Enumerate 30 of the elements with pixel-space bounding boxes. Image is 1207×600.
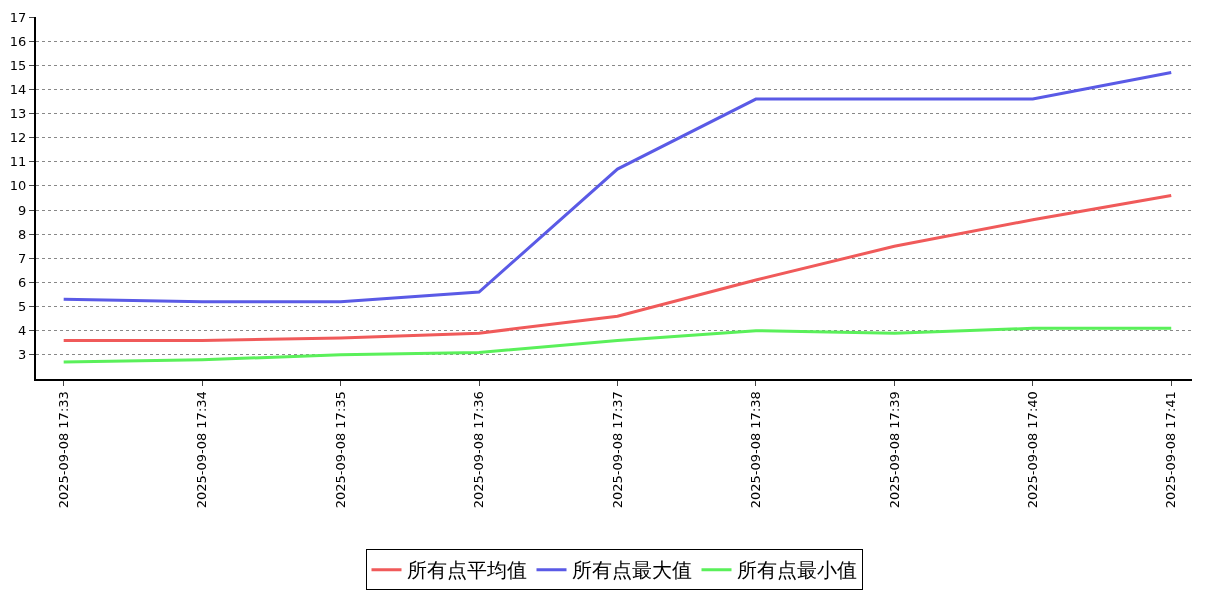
legend-label: 所有点最大值: [571, 558, 692, 583]
legend-label: 所有点平均值: [406, 558, 527, 583]
y-tick-label: 13: [9, 106, 27, 122]
x-tick-label: 2025-09-08 17:38: [748, 391, 764, 509]
x-tick-label: 2025-09-08 17:41: [1163, 391, 1179, 509]
x-tick-label: 2025-09-08 17:39: [886, 391, 902, 509]
y-tick-label: 5: [18, 299, 27, 315]
y-tick-label: 17: [9, 9, 27, 25]
x-tick-label: 2025-09-08 17:36: [471, 391, 487, 509]
y-tick-label: 12: [9, 130, 27, 146]
y-tick-label: 3: [18, 347, 27, 363]
y-tick-label: 15: [9, 57, 27, 73]
legend-label: 所有点最小值: [736, 558, 857, 583]
y-tick-label: 14: [9, 81, 27, 97]
y-tick-label: 7: [18, 250, 27, 266]
line-series: [62, 194, 1173, 342]
line-series: [62, 71, 1173, 304]
line-series: [62, 326, 1173, 364]
y-tick-label: 4: [18, 323, 27, 339]
y-tick-label: 9: [18, 202, 27, 218]
y-tick-label: 6: [18, 275, 27, 291]
y-tick-label: 16: [9, 33, 27, 49]
x-tick-label: 2025-09-08 17:40: [1025, 391, 1041, 509]
x-tick-label: 2025-09-08 17:34: [194, 391, 210, 509]
y-tick-label: 10: [9, 178, 27, 194]
x-tick-label: 2025-09-08 17:35: [332, 391, 348, 509]
y-tick-label: 8: [18, 226, 27, 242]
y-tick-label: 11: [9, 154, 27, 170]
x-tick-label: 2025-09-08 17:37: [609, 391, 625, 509]
x-tick-label: 2025-09-08 17:33: [55, 391, 71, 509]
